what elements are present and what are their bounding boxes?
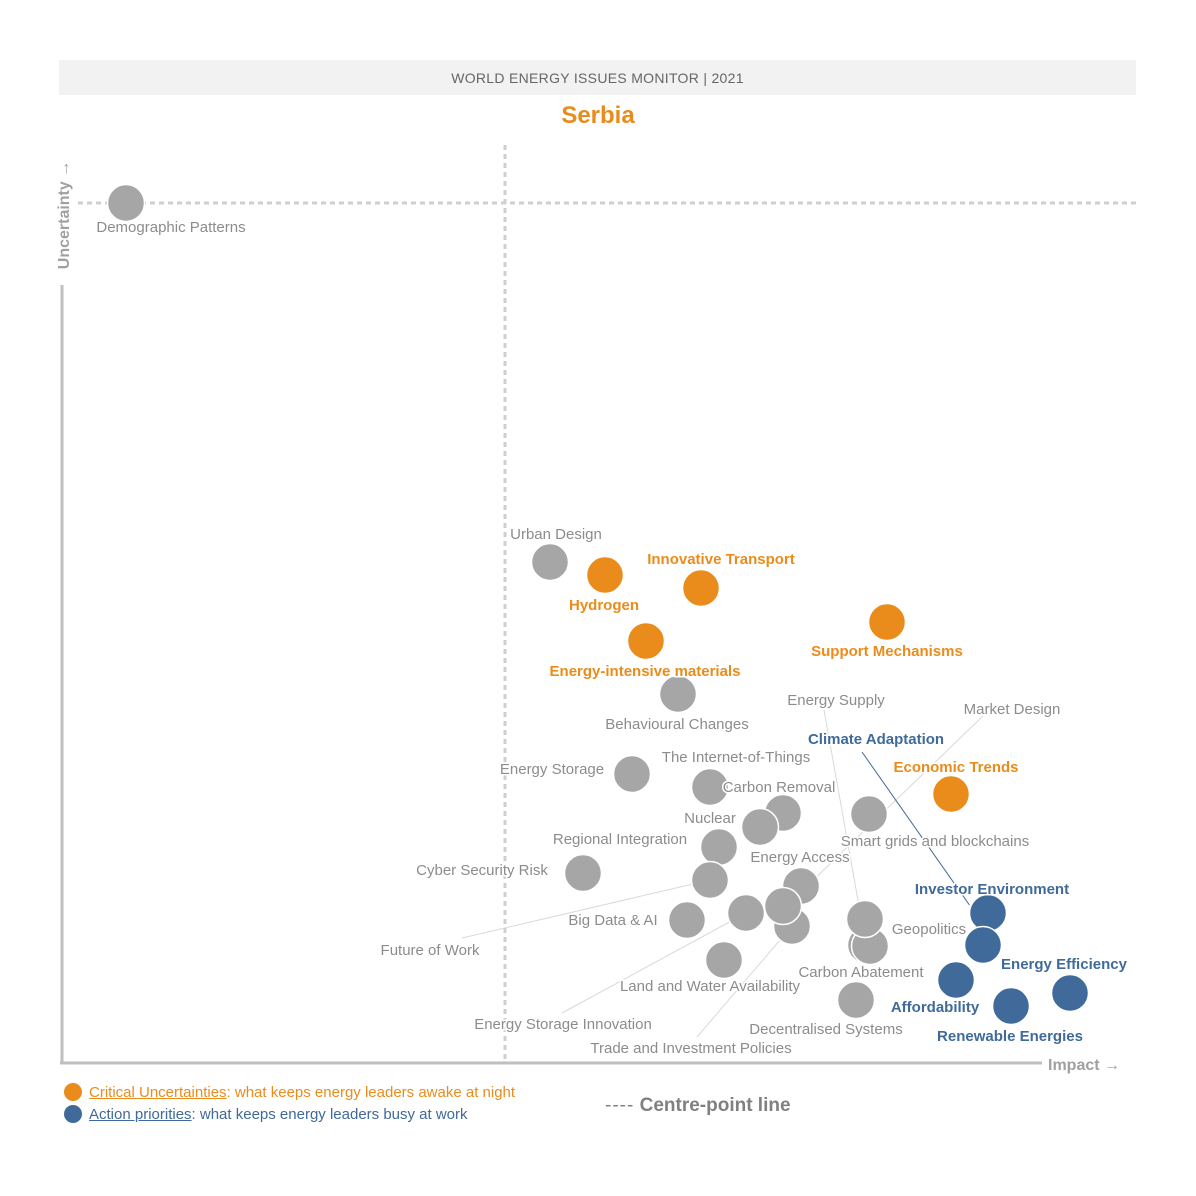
- label-innovative-transport: Innovative Transport: [647, 551, 795, 568]
- point-big-data-ai[interactable]: [667, 900, 707, 940]
- issue-labels: Demographic Patterns Urban Design Hydrogen…: [95, 218, 1129, 1059]
- label-energy-efficiency: Energy Efficiency: [1001, 956, 1128, 973]
- label-big-data-ai: Big Data & AI: [568, 912, 657, 929]
- point-energy-storage[interactable]: [612, 754, 652, 794]
- point-land-and-water-availability[interactable]: [704, 940, 744, 980]
- point-nuclear[interactable]: [740, 807, 780, 847]
- label-geopolitics: Geopolitics: [892, 921, 966, 938]
- point-energy-efficiency[interactable]: [963, 925, 1003, 965]
- point-urban-design[interactable]: [530, 542, 570, 582]
- label-the-internet-of-things: The Internet-of-Things: [662, 749, 810, 766]
- label-economic-trends: Economic Trends: [893, 759, 1018, 776]
- label-nuclear: Nuclear: [684, 810, 736, 827]
- label-energy-supply: Energy Supply: [787, 692, 885, 709]
- point-decentralised-systems[interactable]: [836, 980, 876, 1020]
- point-hydrogen[interactable]: [585, 555, 625, 595]
- label-carbon-removal: Carbon Removal: [723, 779, 836, 796]
- point-support-mechanisms[interactable]: [867, 602, 907, 642]
- label-decentralised-systems: Decentralised Systems: [749, 1021, 902, 1038]
- label-investor-environment: Investor Environment: [915, 881, 1069, 898]
- label-energy-storage: Energy Storage: [500, 761, 604, 778]
- label-carbon-abatement: Carbon Abatement: [798, 964, 924, 981]
- label-behavioural-changes: Behavioural Changes: [605, 716, 748, 733]
- point-the-internet-of-things[interactable]: [690, 767, 730, 807]
- point-renewable-energies[interactable]: [991, 986, 1031, 1026]
- point-investor-environment[interactable]: [968, 893, 1008, 933]
- label-trade-and-investment-policies: Trade and Investment Policies: [590, 1040, 791, 1057]
- point-energy-access-2[interactable]: [763, 886, 803, 926]
- point-market-design[interactable]: [849, 794, 889, 834]
- legend-action-dot: [64, 1105, 82, 1123]
- label-energy-intensive-materials: Energy-intensive materials: [550, 663, 741, 680]
- point-energy-intensive-materials[interactable]: [626, 621, 666, 661]
- x-axis-label: Impact →: [1048, 1057, 1120, 1074]
- label-energy-access: Energy Access: [750, 849, 849, 866]
- point-carbon-abatement[interactable]: [845, 899, 885, 939]
- label-smart-grids-and-blockchains: Smart grids and blockchains: [841, 833, 1029, 850]
- label-future-of-work: Future of Work: [381, 942, 480, 959]
- label-energy-storage-innovation: Energy Storage Innovation: [474, 1016, 652, 1033]
- legend-action-name[interactable]: Action priorities: [89, 1105, 192, 1123]
- chart-axes: Uncertainty → Impact →: [56, 145, 1136, 1074]
- centre-line-label: Centre-point line: [639, 1095, 791, 1116]
- leader-line-energy-storage-innovation: [561, 912, 747, 1014]
- point-behavioural-changes[interactable]: [658, 674, 698, 714]
- point-cyber-security-risk[interactable]: [563, 853, 603, 893]
- leader-line-trade-and-investment-policies: [696, 925, 793, 1038]
- label-demographic-patterns: Demographic Patterns: [96, 219, 245, 236]
- label-land-and-water-availability: Land and Water Availability: [620, 978, 801, 995]
- legend-critical-dot: [64, 1083, 82, 1101]
- point-economic-trends[interactable]: [931, 774, 971, 814]
- leader-line-climate-adaptation: [861, 751, 988, 931]
- legend-critical-uncertainties: Critical Uncertainties : what keeps ener…: [64, 1083, 515, 1101]
- label-affordability: Affordability: [891, 999, 980, 1016]
- y-axis-label: Uncertainty →: [56, 161, 73, 269]
- legend-action-priorities: Action priorities : what keeps energy le…: [64, 1105, 468, 1123]
- point-renewable-energies-2[interactable]: [1050, 973, 1090, 1013]
- point-innovative-transport[interactable]: [681, 568, 721, 608]
- label-cyber-security-risk: Cyber Security Risk: [416, 862, 548, 879]
- legend-critical-desc: : what keeps energy leaders awake at nig…: [226, 1083, 516, 1101]
- point-future-of-work[interactable]: [690, 860, 730, 900]
- label-market-design: Market Design: [964, 701, 1061, 718]
- label-regional-integration: Regional Integration: [553, 831, 687, 848]
- report-header-bar: WORLD ENERGY ISSUES MONITOR | 2021: [59, 60, 1136, 95]
- label-hydrogen: Hydrogen: [569, 597, 639, 614]
- leader-line-market-design: [805, 715, 984, 888]
- point-demographic-patterns[interactable]: [106, 183, 146, 223]
- centre-line-dash: ----: [605, 1095, 635, 1116]
- centre-point-line-legend: ---- Centre-point line: [605, 1095, 791, 1117]
- report-header-title: WORLD ENERGY ISSUES MONITOR | 2021: [451, 69, 744, 86]
- label-support-mechanisms: Support Mechanisms: [811, 643, 963, 660]
- point-energy-storage-innovation[interactable]: [726, 893, 766, 933]
- point-regional-integration[interactable]: [699, 827, 739, 867]
- label-renewable-energies: Renewable Energies: [937, 1028, 1083, 1045]
- issue-points: [106, 183, 1090, 1026]
- label-urban-design: Urban Design: [510, 526, 602, 543]
- leader-line-future-of-work: [461, 879, 711, 939]
- legend-critical-name[interactable]: Critical Uncertainties: [89, 1083, 227, 1101]
- label-climate-adaptation: Climate Adaptation: [808, 731, 944, 748]
- legend-action-desc: : what keeps energy leaders busy at work: [191, 1105, 468, 1123]
- country-title: Serbia: [561, 102, 635, 129]
- point-affordability[interactable]: [936, 960, 976, 1000]
